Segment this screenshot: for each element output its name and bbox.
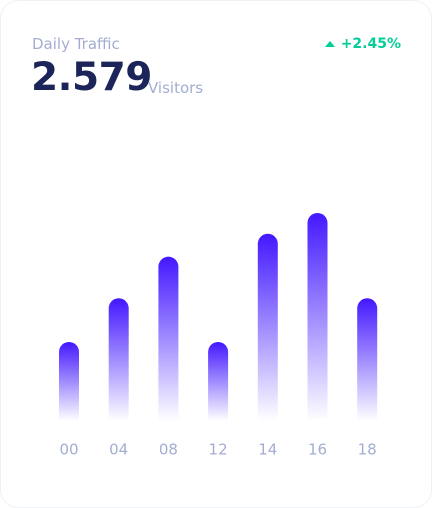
up-arrow [324, 41, 335, 47]
change-value: +2.45% [340, 36, 401, 52]
bar [208, 341, 229, 421]
x-tick-label: 18 [358, 441, 377, 459]
bar [307, 213, 328, 421]
visitor-unit: Visitors [148, 79, 204, 97]
x-tick-label: 14 [258, 441, 277, 459]
bar [158, 256, 179, 421]
bar [108, 298, 129, 421]
x-tick-label: 12 [209, 441, 228, 459]
visitor-count: 2.579 [31, 55, 152, 100]
bar [59, 341, 79, 421]
bar [257, 233, 278, 421]
x-tick-label: 16 [308, 441, 327, 459]
x-tick-label: 00 [59, 441, 78, 459]
change-indicator: +2.45% [324, 36, 401, 52]
x-tick-label: 08 [159, 441, 178, 459]
card-title: Daily Traffic [32, 35, 120, 53]
bar [357, 298, 378, 421]
x-tick-label: 04 [109, 441, 128, 459]
